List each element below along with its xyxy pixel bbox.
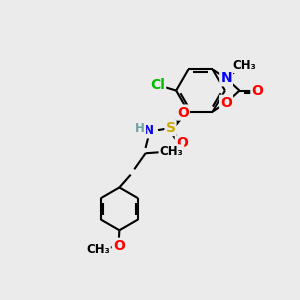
Text: N: N — [220, 71, 232, 85]
Text: O: O — [176, 136, 188, 151]
Text: O: O — [251, 84, 263, 98]
Text: CH₃: CH₃ — [160, 145, 183, 158]
Text: CH₃: CH₃ — [86, 243, 110, 256]
Text: S: S — [166, 121, 176, 135]
Text: Cl: Cl — [150, 78, 165, 92]
Text: N: N — [143, 124, 154, 137]
Text: O: O — [177, 106, 189, 120]
Text: O: O — [220, 96, 232, 110]
Text: O: O — [113, 239, 125, 253]
Text: H: H — [135, 122, 145, 135]
Text: CH₃: CH₃ — [232, 59, 256, 72]
